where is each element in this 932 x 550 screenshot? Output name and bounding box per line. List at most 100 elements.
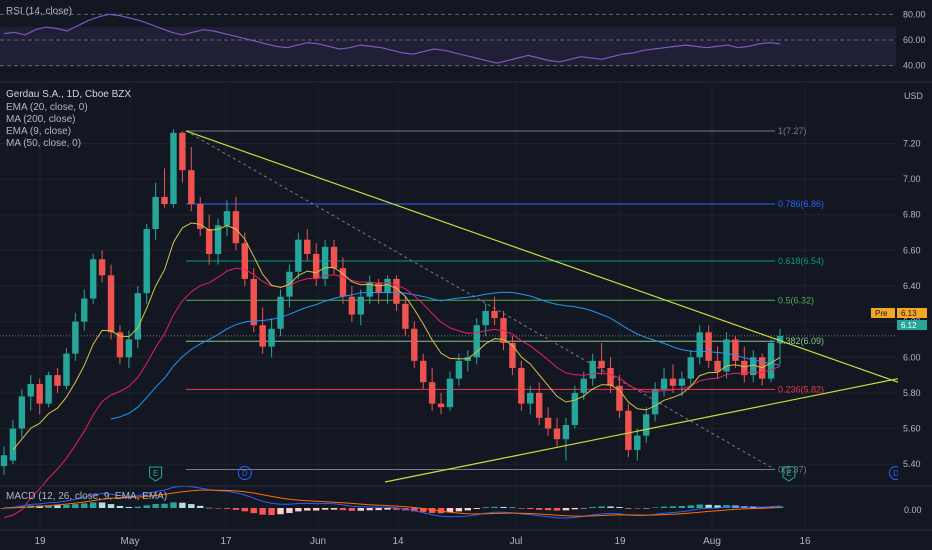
y-tick-label: 6.80 bbox=[903, 210, 921, 220]
marker-shape bbox=[782, 466, 796, 482]
descending-trend-line[interactable] bbox=[185, 130, 899, 383]
candle-body bbox=[241, 243, 249, 279]
macd-bar bbox=[544, 508, 552, 511]
ema9-line bbox=[12, 222, 781, 451]
trend-lines[interactable] bbox=[185, 130, 899, 483]
price-pane: 1(7.27) 0.786(6.86) 0.618(6.54) 0.5(6.32) 0.… bbox=[0, 84, 903, 530]
candle bbox=[535, 382, 543, 425]
candle bbox=[161, 168, 168, 208]
candle bbox=[295, 232, 302, 279]
macd-bar bbox=[598, 506, 605, 508]
candle-body bbox=[660, 378, 668, 390]
rsi-axis-ticks: 80.00 60.00 40.00 bbox=[903, 9, 926, 70]
fib-level-label: 0(5.37) bbox=[778, 465, 807, 475]
candle-body bbox=[9, 428, 17, 461]
marker-shape bbox=[237, 466, 252, 480]
fib-level-label: 0.382(6.09) bbox=[778, 336, 824, 346]
macd-bar bbox=[45, 505, 52, 508]
macd-bar bbox=[384, 508, 391, 510]
candle bbox=[428, 367, 436, 411]
candle bbox=[616, 375, 623, 418]
marker-label: E bbox=[786, 469, 791, 478]
macd-bar bbox=[295, 508, 302, 512]
fib-level-label: 0.618(6.54) bbox=[778, 256, 824, 266]
price-axis[interactable]: 80.00 60.00 40.00 USD 7.20 7.00 6.80 6.60 6.40… bbox=[871, 0, 932, 550]
candle-body bbox=[669, 378, 677, 386]
fib-retracement[interactable]: 1(7.27) 0.786(6.86) 0.618(6.54) 0.5(6.32) 0.… bbox=[185, 126, 824, 475]
candle-body bbox=[54, 375, 61, 386]
candle-body bbox=[232, 211, 240, 244]
candle bbox=[544, 407, 552, 436]
candle bbox=[473, 318, 480, 365]
candle bbox=[205, 214, 213, 265]
candle bbox=[642, 407, 650, 443]
macd-bar bbox=[660, 506, 668, 508]
time-axis[interactable]: 19 May 17 Jun 14 Jul 19 Aug 16 bbox=[34, 536, 811, 547]
candle-body bbox=[134, 293, 142, 340]
macd-bar bbox=[107, 504, 115, 508]
y-tick-label: 5.80 bbox=[903, 388, 921, 398]
macd-bar bbox=[678, 506, 686, 508]
candle bbox=[170, 129, 177, 208]
candle-body bbox=[330, 246, 338, 269]
candle-body bbox=[348, 296, 356, 315]
x-tick-label: May bbox=[121, 536, 140, 547]
legend: Gerdau S.A., 1D, Cboe BZX EMA (20, close… bbox=[6, 89, 131, 149]
candle-body bbox=[598, 360, 605, 368]
candle bbox=[107, 264, 115, 340]
candle-body bbox=[295, 239, 302, 272]
candle bbox=[758, 353, 766, 386]
fib-level-label: 0.5(6.32) bbox=[778, 295, 814, 305]
marker-label: D bbox=[893, 469, 899, 478]
marker-shape bbox=[149, 466, 163, 482]
macd-bar bbox=[776, 506, 784, 508]
earnings-marker[interactable]: E bbox=[149, 466, 163, 482]
macd-bar bbox=[634, 508, 641, 509]
macd-bar bbox=[535, 508, 543, 510]
candle-body bbox=[651, 389, 659, 415]
candle-body bbox=[375, 282, 382, 294]
candle-body bbox=[482, 310, 489, 326]
rsi-levels bbox=[0, 13, 896, 67]
macd-bar bbox=[321, 508, 329, 510]
candle-body bbox=[205, 228, 213, 254]
candle bbox=[750, 350, 757, 383]
candle bbox=[241, 232, 249, 286]
candle-body bbox=[518, 367, 525, 404]
candle-body bbox=[188, 170, 195, 205]
candles bbox=[0, 129, 784, 475]
candle bbox=[277, 289, 284, 336]
candle bbox=[27, 375, 34, 411]
marker-label: E bbox=[153, 469, 158, 478]
macd-bar bbox=[304, 508, 311, 511]
candle bbox=[580, 371, 587, 401]
candle-body bbox=[750, 357, 757, 376]
candle bbox=[357, 289, 364, 326]
earnings-marker[interactable]: E bbox=[782, 466, 796, 482]
price-grid bbox=[0, 84, 896, 530]
candle-body bbox=[339, 268, 347, 297]
macd-bar bbox=[152, 504, 159, 508]
candle bbox=[571, 385, 579, 429]
rsi-pane: RSI (14, close) bbox=[0, 6, 896, 67]
macd-bar bbox=[277, 508, 284, 515]
macd-bar bbox=[642, 508, 650, 509]
currency-label: USD bbox=[904, 91, 924, 101]
dividend-marker[interactable]: D bbox=[237, 466, 252, 480]
candle bbox=[366, 275, 373, 304]
candle bbox=[509, 335, 516, 376]
macd-bar bbox=[241, 508, 249, 512]
candle bbox=[63, 348, 70, 390]
candle bbox=[54, 367, 61, 393]
candle-body bbox=[0, 455, 8, 466]
ascending-trend-line[interactable] bbox=[384, 378, 899, 483]
macd-title: MACD (12, 26, close, 9, EMA, EMA) bbox=[6, 491, 167, 502]
candle bbox=[589, 353, 596, 386]
candle bbox=[607, 357, 614, 393]
candle-body bbox=[116, 332, 124, 358]
macd-bar bbox=[179, 502, 186, 508]
candle bbox=[223, 200, 231, 237]
candle bbox=[143, 223, 150, 304]
